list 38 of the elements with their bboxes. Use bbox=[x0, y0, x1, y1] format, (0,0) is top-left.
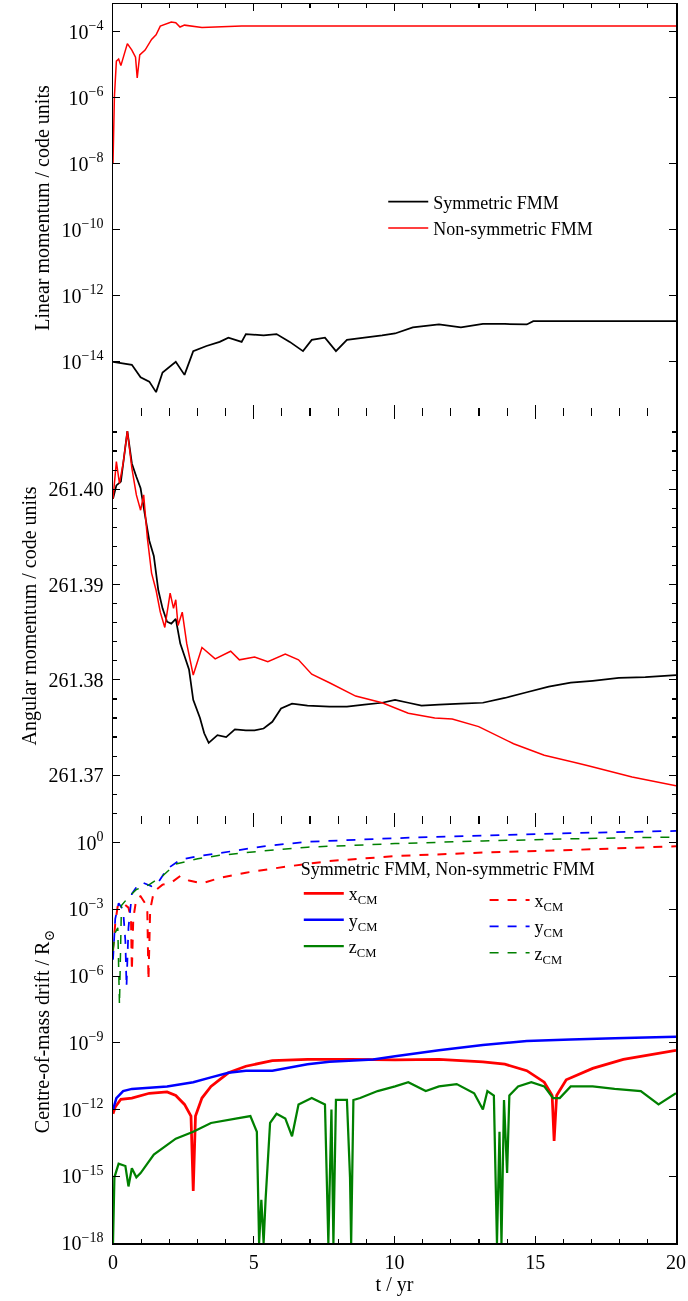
y-axis-title: Linear momentum / code units bbox=[31, 85, 54, 331]
legend-label: x$_{CM}$ bbox=[348, 884, 378, 908]
y-tick-label: 10$^{−14}$ bbox=[61, 348, 104, 373]
y-tick-label: 261.37 bbox=[48, 764, 104, 787]
x-tick-label: 20 bbox=[666, 1250, 686, 1273]
y-tick-label: 10$^{0}$ bbox=[76, 829, 104, 854]
y-tick-label: 10$^{−6}$ bbox=[68, 962, 104, 988]
x-tick-label: 15 bbox=[525, 1250, 546, 1273]
legend-label: Non-symmetric FMM bbox=[433, 219, 593, 240]
legend-label: x$_{CM}$ bbox=[534, 890, 564, 914]
legend-label: y$_{CM}$ bbox=[534, 917, 564, 941]
y-tick-label: 10$^{−18}$ bbox=[61, 1229, 104, 1254]
line-series bbox=[113, 21, 676, 165]
x-tick-label: 10 bbox=[384, 1250, 405, 1273]
legend-label: z$_{CM}$ bbox=[348, 937, 377, 960]
x-tick-label: 0 bbox=[108, 1250, 118, 1273]
y-tick-label: 261.39 bbox=[48, 573, 104, 596]
y-tick-label: 261.38 bbox=[48, 668, 104, 691]
y-tick-label: 10$^{−6}$ bbox=[68, 84, 104, 109]
y-tick-label: 10$^{−9}$ bbox=[68, 1029, 104, 1054]
line-series bbox=[113, 1081, 676, 1243]
y-axis-title: Angular momentum / code units bbox=[18, 486, 42, 746]
y-tick-label: 10$^{−15}$ bbox=[61, 1162, 104, 1188]
y-tick-label: 10$^{−10}$ bbox=[61, 216, 104, 241]
legend-title: Symmetric FMM, Non-symmetric FMM bbox=[300, 859, 595, 880]
line-series bbox=[113, 1035, 676, 1111]
y-tick-label: 261.40 bbox=[48, 478, 104, 501]
x-tick-label: 5 bbox=[248, 1250, 259, 1273]
legend-label: z$_{CM}$ bbox=[534, 943, 563, 967]
line-series bbox=[113, 1048, 676, 1193]
y-tick-label: 10$^{−12}$ bbox=[61, 282, 104, 307]
y-tick-label: 10$^{−8}$ bbox=[68, 150, 104, 175]
y-tick-label: 10$^{−12}$ bbox=[61, 1096, 104, 1121]
legend-label: y$_{CM}$ bbox=[348, 910, 378, 934]
y-tick-label: 10$^{−3}$ bbox=[68, 896, 104, 921]
x-axis-title: t / yr bbox=[375, 1272, 414, 1296]
y-tick-label: 10$^{−4}$ bbox=[68, 18, 104, 43]
legend-label: Symmetric FMM bbox=[433, 192, 559, 213]
